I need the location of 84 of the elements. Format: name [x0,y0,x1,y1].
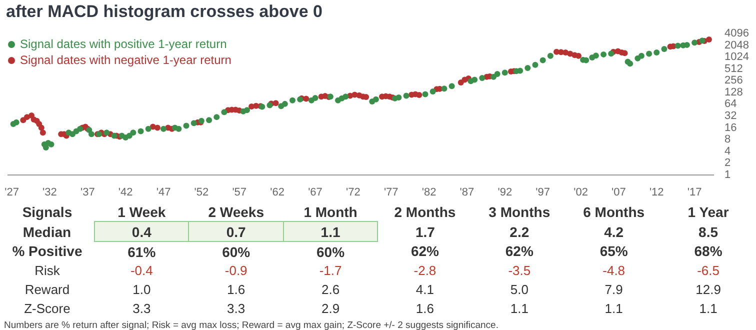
text: 1.6 [227,282,246,297]
text: 0.7 [226,224,246,240]
category-label: 6 Months [582,202,646,222]
x-tick-label: '12 [649,186,664,198]
x-tick-label: '52 [194,186,209,198]
y-tick-label: 2 [724,157,731,170]
text: 3.3 [227,301,246,316]
category-label: % Positive [12,243,82,260]
x-tick-label: '42 [118,186,133,198]
y-tick-label: 512 [724,62,743,75]
text: 3.3 [132,301,151,316]
y-tick-label: 32 [724,110,737,122]
y-tick-label: 256 [724,74,743,87]
x-tick-label: '57 [232,186,247,198]
text: 4.2 [604,224,624,240]
x-tick-label: '92 [498,186,512,198]
x-tick-label: '17 [687,186,702,198]
legend-label: Signal dates with negative 1-year return [20,52,232,68]
text: 1.1 [320,224,340,240]
x-tick-label: '62 [270,186,284,198]
y-tick-label: 1 [724,168,731,181]
text: 61% [128,244,156,260]
text: -6.5 [697,263,720,278]
text: Signals [21,202,74,222]
text: 62% [505,243,534,260]
x-tick-label: '67 [308,186,322,198]
text: 4.1 [416,282,434,297]
text: -0.4 [130,263,153,278]
text: 1.1 [604,301,623,316]
text: 65% [600,243,628,260]
category-label: Median [22,224,72,240]
x-tick-label: '02 [574,186,588,198]
x-tick-label: '82 [422,186,436,198]
x-tick-label: '32 [42,186,57,198]
y-tick-label: 128 [724,86,743,98]
x-tick-label: '87 [460,186,474,198]
category-label: 1 Week [116,202,167,222]
text: 60% [316,244,345,260]
text: 2.9 [321,301,340,316]
text: 2.6 [321,282,340,297]
text: 1.6 [416,301,434,316]
text: -1.7 [319,263,342,278]
x-tick-label: '27 [4,186,19,198]
category-label: Z-Score [24,301,70,316]
text: 68% [694,243,722,260]
x-tick-label: '07 [612,186,626,198]
text: -2.8 [414,263,436,278]
x-tick-label: '72 [346,186,360,198]
text: 0.4 [132,224,152,240]
x-tick-label: '37 [80,186,95,198]
text: 1.1 [699,301,718,316]
category-label: 2 Weeks [207,202,265,222]
text: 12.9 [696,282,721,297]
y-tick-label: 4096 [724,28,750,40]
x-tick-label: '77 [384,186,398,198]
y-tick-label: 64 [724,98,737,110]
category-label: 3 Months [488,202,552,222]
text: -0.9 [224,263,248,278]
x-tick-label: '97 [536,186,550,198]
category-label: 1 Month [302,202,358,222]
category-label: 1 Year [686,202,730,222]
category-label: Reward [24,282,70,297]
y-tick-label: 8 [724,134,731,146]
text: 1.1 [510,301,528,316]
category-label: Risk [34,263,60,278]
legend-label: Signal dates with positive 1-year return [20,36,227,52]
y-tick-label: 16 [724,122,737,134]
text: Numbers are % return after signal; Risk = avg max loss; Reward = avg max gain; Z-Score +/- 2 suggests significance. [3,320,500,330]
text: -4.8 [602,263,626,278]
x-tick-label: '47 [156,186,171,198]
y-tick-label: 4 [724,145,731,158]
text: 7.9 [604,282,623,297]
y-tick-label: 2048 [724,39,750,52]
category-label: 2 Months [393,202,457,222]
chart-title: after MACD histogram crosses above 0 [6,2,322,22]
text: 1.7 [415,224,435,240]
y-tick-label: 1024 [724,51,750,64]
text: -3.5 [508,263,531,278]
text: 2.2 [510,224,530,240]
text: 1.0 [132,282,151,297]
text: 62% [410,243,439,260]
text: 5.0 [510,282,528,297]
text: 8.5 [698,224,718,240]
text: 60% [222,244,250,260]
